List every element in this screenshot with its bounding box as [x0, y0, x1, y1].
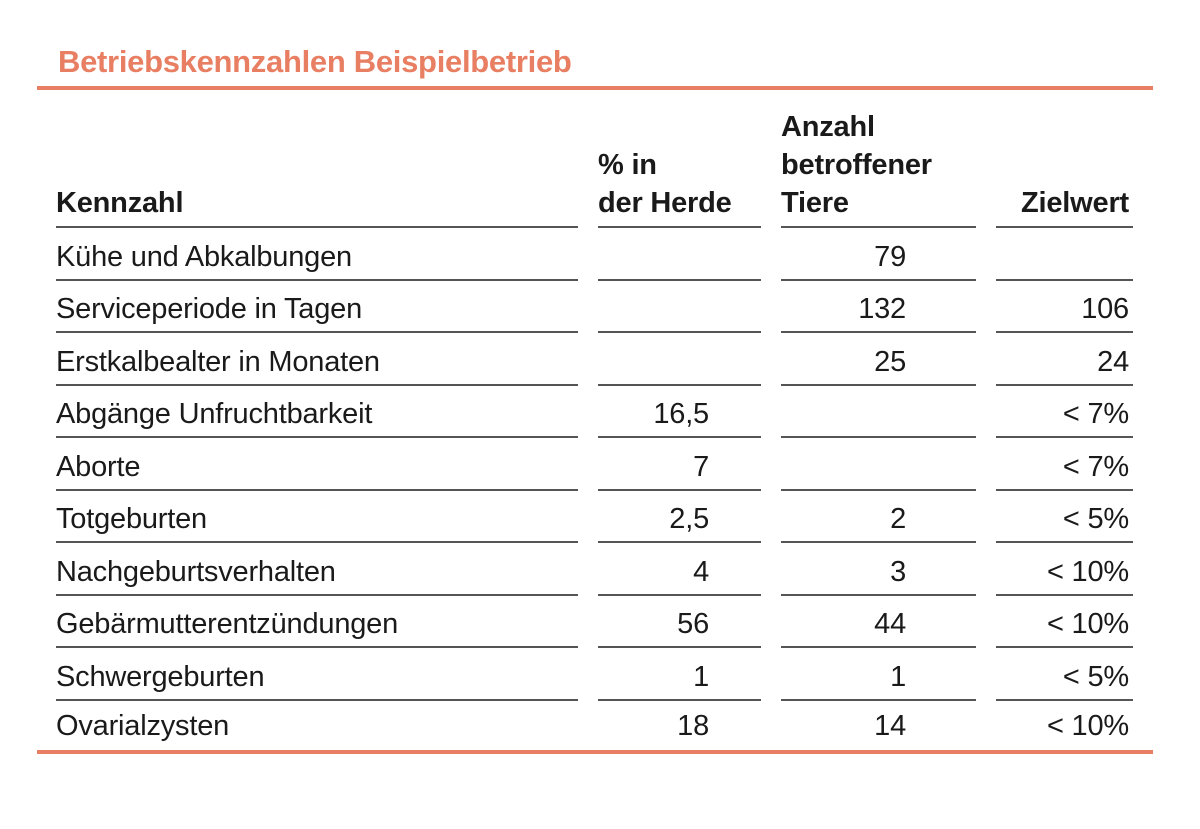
cell-prozent-herde: 7: [598, 438, 761, 491]
cell-kennzahl: Erstkalbealter in Monaten: [56, 333, 578, 386]
column-header-label: Zielwert: [1021, 187, 1129, 219]
cell-anzahl-tiere: [781, 386, 976, 438]
cell-prozent-herde: 56: [598, 596, 761, 648]
cell-kennzahl: Nachgeburtsverhalten: [56, 543, 578, 596]
page-title: Betriebskennzahlen Beispielbetrieb: [58, 44, 572, 79]
cell-anzahl-tiere: 14: [874, 710, 906, 742]
cell-anzahl-tiere: 2: [781, 491, 976, 543]
column-header-label: Kennzahl: [56, 187, 184, 219]
column-header-prozent-herde: % in der Herde: [598, 98, 761, 228]
cell-kennzahl: Schwergeburten: [56, 648, 578, 701]
cell-prozent-herde: 1: [598, 648, 761, 701]
cell-zielwert: < 5%: [996, 491, 1133, 543]
cell-zielwert: < 7%: [996, 386, 1133, 438]
column-header-label: der Herde: [598, 187, 732, 219]
cell-kennzahl: Aborte: [56, 438, 578, 491]
column-header-label: Tiere: [781, 187, 849, 219]
column-header-zielwert: Zielwert: [996, 98, 1133, 228]
cell-prozent-herde: 4: [598, 543, 761, 596]
cell-zielwert: [996, 228, 1133, 281]
cell-anzahl-tiere: [781, 438, 976, 491]
cell-zielwert: 106: [996, 281, 1133, 333]
cell-zielwert: < 10%: [996, 596, 1133, 648]
cell-zielwert: 24: [996, 333, 1133, 386]
cell-anzahl-tiere: 1: [781, 648, 976, 701]
cell-anzahl-tiere: 79: [781, 228, 976, 281]
cell-anzahl-tiere: 132: [781, 281, 976, 333]
column-header-kennzahl: Kennzahl: [56, 98, 578, 228]
cell-kennzahl: Totgeburten: [56, 491, 578, 543]
cell-anzahl-tiere: 25: [781, 333, 976, 386]
column-header-anzahl-tiere: Anzahl betroffener Tiere: [781, 98, 976, 228]
cell-kennzahl: Ovarialzysten: [56, 710, 230, 742]
cell-zielwert: < 10%: [1046, 710, 1129, 742]
cell-prozent-herde: 18: [677, 710, 709, 742]
cell-zielwert: < 5%: [996, 648, 1133, 701]
title-rule: [37, 86, 1153, 90]
cell-kennzahl: Gebärmutterentzündungen: [56, 596, 578, 648]
cell-zielwert: < 10%: [996, 543, 1133, 596]
cell-prozent-herde: [598, 281, 761, 333]
cell-prozent-herde: 16,5: [598, 386, 761, 438]
cell-anzahl-tiere: 3: [781, 543, 976, 596]
kennzahlen-table: Kennzahl % in der Herde Anzahl betroffen…: [56, 98, 1133, 748]
cell-zielwert: < 7%: [996, 438, 1133, 491]
column-header-label: betroffener: [781, 149, 932, 181]
cell-prozent-herde: [598, 228, 761, 281]
cell-kennzahl: Serviceperiode in Tagen: [56, 281, 578, 333]
cell-anzahl-tiere: 44: [781, 596, 976, 648]
column-header-label: % in: [598, 149, 657, 181]
cell-kennzahl: Kühe und Abkalbungen: [56, 228, 578, 281]
cell-prozent-herde: [598, 333, 761, 386]
cell-kennzahl: Abgänge Unfruchtbarkeit: [56, 386, 578, 438]
cell-prozent-herde: 2,5: [598, 491, 761, 543]
table-bottom-rule: [37, 750, 1153, 754]
column-header-label: Anzahl: [781, 111, 875, 143]
